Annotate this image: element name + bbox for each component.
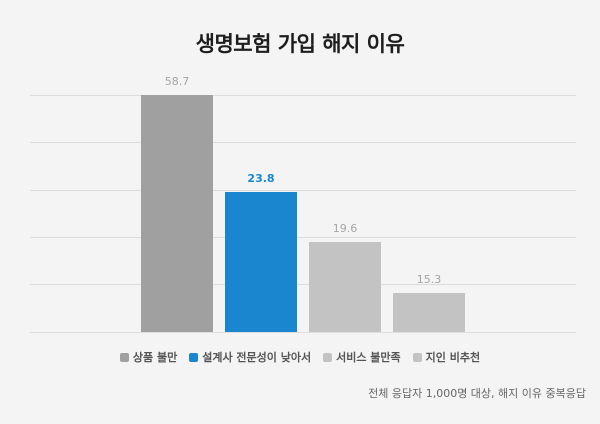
legend-label: 서비스 불만족 [336,351,401,364]
legend-label: 설계사 전문성이 낮아서 [202,351,312,364]
legend-swatch-icon [189,352,199,362]
chart-title: 생명보험 가입 해지 이유 [195,32,405,56]
legend-item: 지인 비추천 [412,349,481,365]
plot-area: 58.7 23.8 19.6 15.3 [30,75,576,333]
legend-swatch-icon [412,352,422,362]
bar-service-dissatisfaction [309,242,381,332]
gridline [30,190,576,191]
legend-item: 상품 불만 [119,349,178,365]
bar-low-expertise [225,192,297,332]
bar-no-referral [393,293,465,332]
baseline [30,332,576,333]
value-label-highlight: 23.8 [247,172,275,185]
legend-item: 서비스 불만족 [323,349,401,365]
legend-item: 설계사 전문성이 낮아서 [189,349,311,365]
gridline [30,142,576,143]
gridline [30,237,576,238]
legend: 상품 불만 설계사 전문성이 낮아서 서비스 불만족 지인 비추천 [0,349,600,365]
legend-swatch-icon [323,352,333,362]
legend-label: 지인 비추천 [425,351,481,364]
gridline [30,284,576,285]
value-label: 15.3 [416,273,442,286]
legend-label: 상품 불만 [132,351,178,364]
value-label: 19.6 [332,222,358,235]
bar-product-dissatisfaction [141,95,213,332]
legend-swatch-icon [119,352,129,362]
footnote: 전체 응답자 1,000명 대상, 해지 이유 중복응답 [368,387,586,400]
value-label: 58.7 [164,75,190,88]
gridline [30,95,576,96]
